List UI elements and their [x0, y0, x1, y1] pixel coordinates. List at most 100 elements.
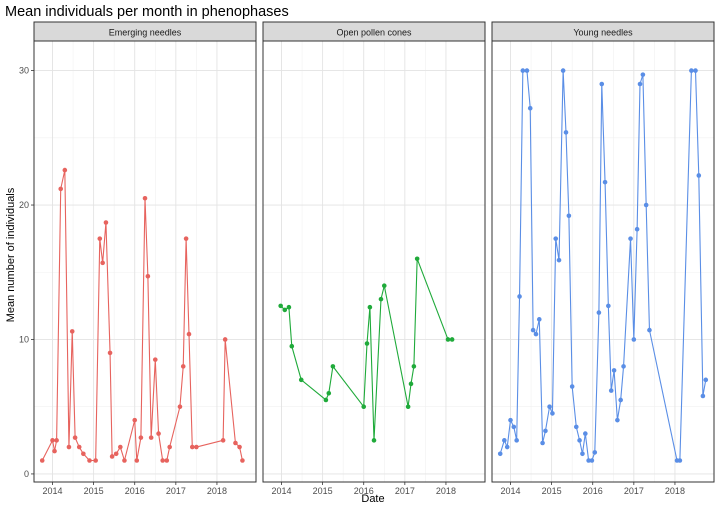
data-point — [298, 377, 304, 383]
data-point — [220, 438, 226, 443]
panel-young-needles: Young needles 2014 2015 2016 2017 2018 — [491, 21, 715, 496]
x-tick-label: 2016 — [354, 486, 374, 496]
data-point — [621, 364, 626, 369]
strip-label: Open pollen cones — [336, 28, 412, 38]
y-tick-label: 30 — [19, 66, 29, 76]
y-axis-title: Mean number of individuals — [5, 187, 17, 322]
panel-open-pollen-cones: Open pollen cones 2014 2015 2016 2017 2018 — [262, 21, 486, 496]
data-point — [563, 130, 569, 135]
series-line — [280, 258, 453, 441]
data-point — [378, 296, 384, 302]
data-point — [66, 444, 72, 450]
data-point — [566, 213, 572, 219]
data-point — [527, 105, 533, 111]
panel-border — [33, 40, 257, 483]
data-point — [145, 273, 151, 279]
data-point — [381, 283, 387, 289]
data-point — [118, 444, 123, 450]
data-point — [167, 444, 172, 450]
y-tick-label: 20 — [19, 200, 29, 210]
data-point — [640, 72, 646, 77]
data-point — [700, 393, 706, 399]
data-point — [414, 256, 420, 262]
data-point — [514, 438, 519, 443]
data-point — [87, 458, 92, 463]
data-point — [599, 81, 605, 87]
data-point — [81, 451, 86, 457]
data-point — [177, 404, 183, 410]
x-tick-label: 2016 — [125, 486, 145, 496]
data-point — [69, 329, 75, 334]
data-point — [326, 390, 332, 396]
data-point — [100, 260, 105, 266]
data-point — [517, 294, 522, 299]
data-point — [194, 444, 199, 450]
data-point — [39, 458, 45, 463]
data-point — [504, 444, 510, 450]
strip-label: Young needles — [573, 28, 633, 38]
x-tick-label: 2017 — [395, 486, 415, 496]
data-point — [445, 337, 451, 342]
panel-border — [262, 40, 486, 483]
data-point — [592, 450, 598, 455]
data-point — [637, 81, 643, 87]
x-tick-label: 2018 — [207, 486, 227, 496]
data-point — [560, 68, 566, 73]
data-point — [611, 368, 617, 373]
data-point — [134, 458, 140, 463]
data-point — [547, 404, 552, 410]
data-point — [511, 424, 517, 430]
data-point — [520, 68, 526, 73]
data-point — [615, 417, 620, 423]
data-point — [222, 337, 228, 342]
data-point — [237, 444, 242, 450]
data-point — [553, 236, 559, 241]
data-point — [138, 435, 144, 440]
data-point — [530, 327, 536, 333]
data-point — [156, 431, 161, 436]
data-point — [556, 257, 562, 263]
x-tick-label: 2014 — [42, 486, 62, 496]
data-point — [97, 236, 103, 241]
data-point — [608, 388, 614, 393]
x-tick-label: 2015 — [84, 486, 104, 496]
data-point — [524, 68, 530, 73]
x-tick-label: 2017 — [624, 486, 644, 496]
data-point — [628, 236, 633, 241]
data-point — [142, 196, 148, 201]
data-point — [113, 451, 119, 457]
x-tick-label: 2018 — [436, 486, 456, 496]
data-point — [693, 68, 698, 73]
data-point — [540, 440, 545, 446]
data-point — [573, 424, 579, 430]
strip-label: Emerging needles — [109, 28, 182, 38]
data-point — [502, 438, 507, 443]
panel-border — [491, 40, 715, 483]
data-point — [449, 337, 455, 342]
data-point — [103, 220, 109, 225]
data-point — [286, 304, 292, 310]
data-point — [602, 179, 608, 185]
data-point — [408, 381, 414, 387]
data-point — [186, 331, 192, 337]
data-point — [330, 364, 336, 369]
data-point — [289, 343, 295, 349]
data-point — [696, 173, 702, 178]
data-point — [689, 68, 694, 73]
data-point — [233, 440, 238, 446]
panel-emerging-needles: Emerging needles 2014 2015 2016 2017 2018 — [33, 21, 257, 496]
data-point — [122, 458, 127, 463]
data-point — [278, 303, 283, 309]
x-tick-label: 2015 — [313, 486, 333, 496]
data-point — [50, 438, 55, 443]
x-tick-label: 2014 — [271, 486, 291, 496]
data-point — [54, 438, 59, 443]
data-point — [405, 404, 411, 410]
data-point — [606, 303, 611, 309]
data-point — [569, 384, 575, 389]
data-point — [367, 304, 373, 310]
data-point — [132, 417, 138, 423]
data-point — [589, 458, 595, 463]
